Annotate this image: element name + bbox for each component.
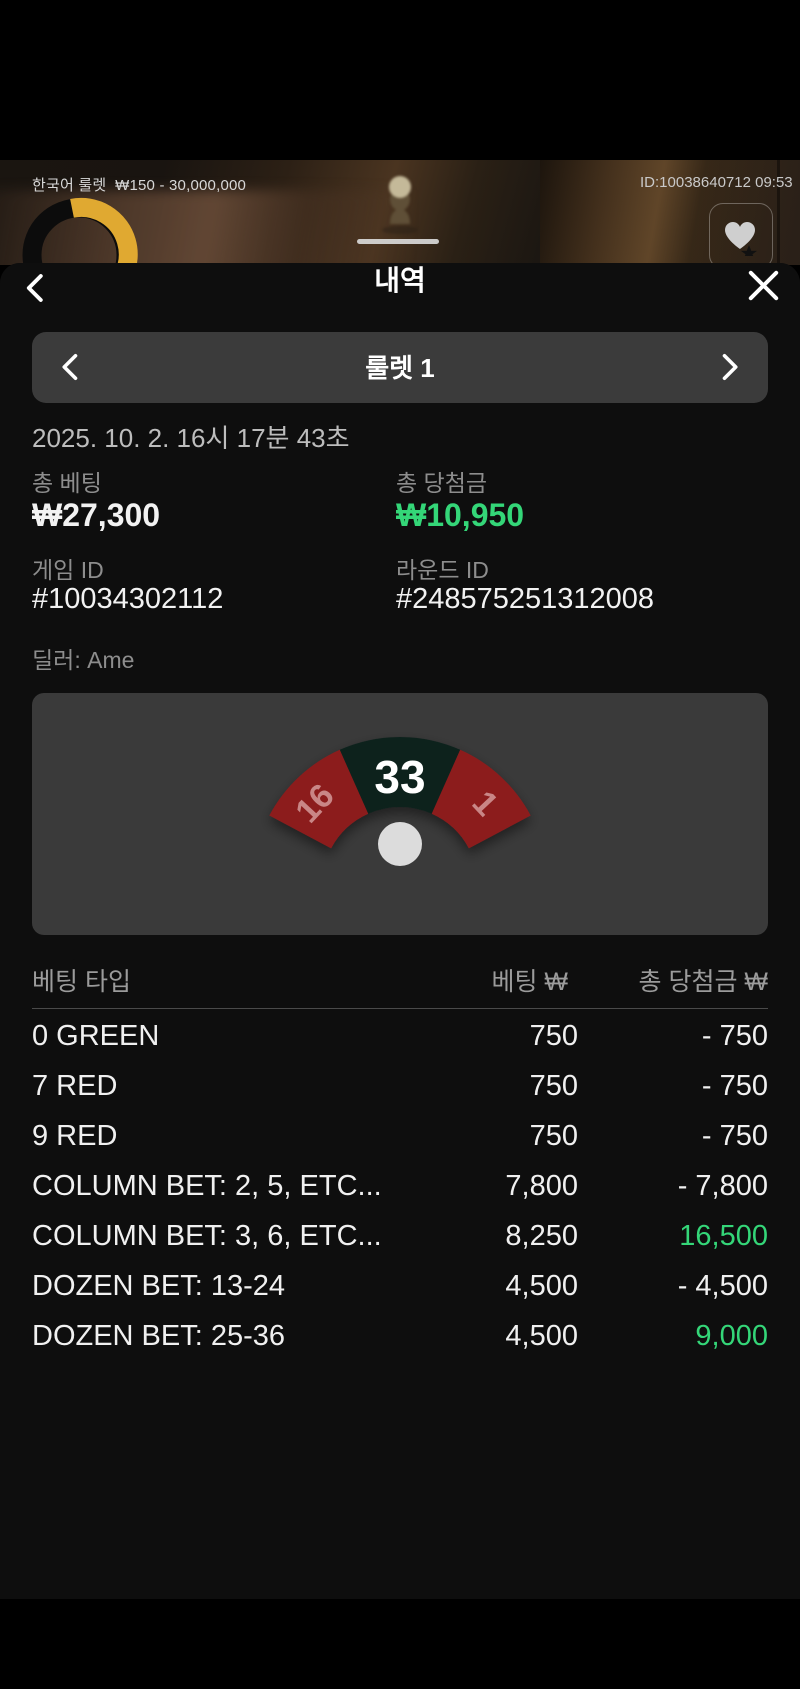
svg-text:33: 33 — [374, 751, 425, 803]
